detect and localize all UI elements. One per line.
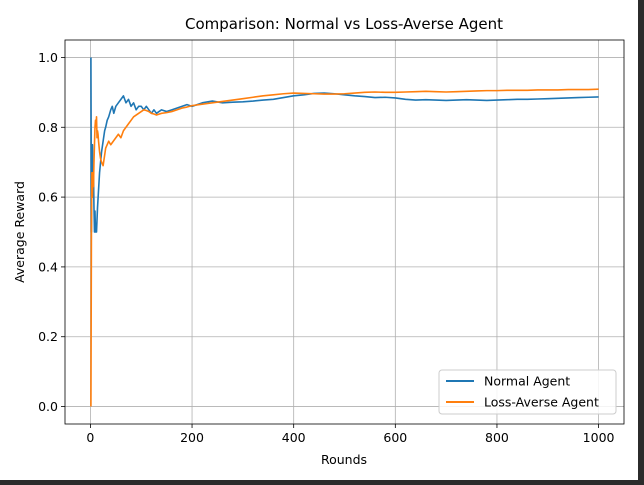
legend-label-loss-averse: Loss-Averse Agent [484, 395, 599, 410]
x-tick-label: 0 [86, 430, 94, 445]
x-tick-label: 600 [383, 430, 407, 445]
y-tick-label: 0.4 [38, 259, 58, 274]
chart-title: Comparison: Normal vs Loss-Averse Agent [185, 15, 503, 33]
legend-box [438, 369, 617, 415]
x-tick-label: 400 [282, 430, 306, 445]
series-line-loss-averse-agent [90, 88, 599, 407]
y-tick-label: 0.0 [38, 399, 58, 414]
plot-frame [64, 39, 625, 425]
x-tick-label: 200 [180, 430, 204, 445]
series-line-normal-agent [90, 57, 599, 233]
y-tick-label: 1.0 [38, 50, 58, 65]
y-axis-title: Average Reward [12, 181, 27, 283]
y-tick-label: 0.2 [38, 329, 58, 344]
x-axis-title: Rounds [321, 452, 367, 467]
x-tick-label: 800 [485, 430, 509, 445]
y-tick-label: 0.6 [38, 190, 58, 205]
y-tick-label: 0.8 [38, 120, 58, 135]
legend: Normal Agent Loss-Averse Agent [438, 369, 617, 415]
series-lines [90, 57, 599, 407]
axes: 0 200 400 600 800 1000 0.0 0.2 0.4 0.6 0.8 1.0 [38, 39, 625, 445]
grid-layer [65, 40, 624, 424]
legend-label-normal: Normal Agent [484, 374, 570, 389]
x-tick-label: 1000 [583, 430, 615, 445]
